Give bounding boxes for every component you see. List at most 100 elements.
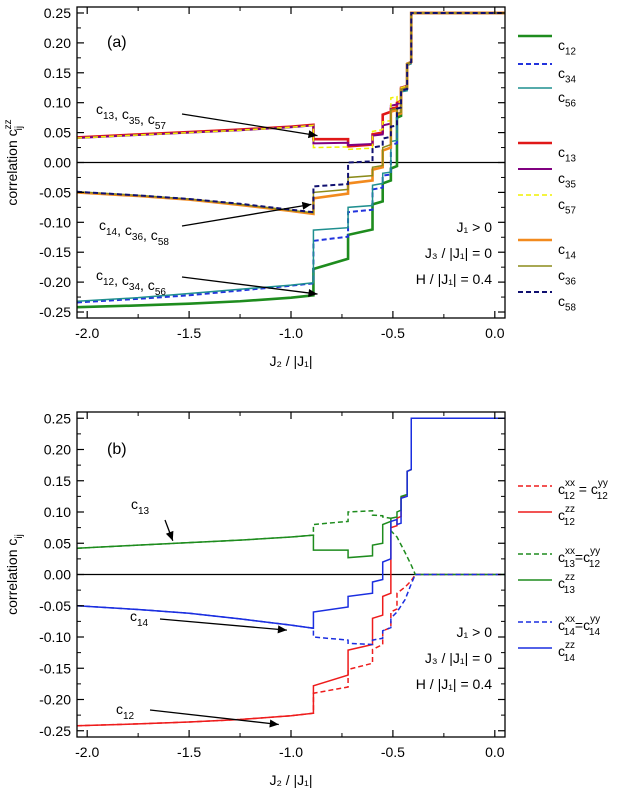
annotation-label: c12 xyxy=(116,701,135,722)
annotation-c: c xyxy=(96,101,103,117)
y-tick-label: -0.15 xyxy=(39,244,71,260)
legend-label: cxx 13=cyy 12 xyxy=(558,546,600,570)
legend-label-base: c xyxy=(558,37,565,53)
annotation-c: , c xyxy=(114,106,129,122)
panel-a: -0.25 -0.20 -0.15 -0.10 -0.05 0.00 0.05 0.10 0.1… xyxy=(3,5,576,369)
annotation-sub: 14 xyxy=(106,227,118,238)
legend-sub2: 12 xyxy=(597,491,609,502)
y-tick-label: 0.20 xyxy=(44,35,71,51)
y-tick-label: 0.05 xyxy=(44,125,71,141)
legend-label: cxx 12 = cyy 12 xyxy=(558,478,608,502)
annotation-arrowhead xyxy=(269,719,279,728)
y-tick-label: 0.15 xyxy=(44,473,71,489)
legend-sup2: yy xyxy=(590,546,600,557)
legend-label: c36 xyxy=(558,267,576,287)
param-text: J₃ / |J₁| = 0 xyxy=(425,245,492,261)
legend-sub: 12 xyxy=(564,491,576,502)
legend-label: c58 xyxy=(558,293,576,313)
annotation-arrowhead xyxy=(165,530,174,541)
annotation-c: , c xyxy=(140,277,155,293)
legend-label-base: c xyxy=(558,267,565,283)
param-text: H / |J₁| = 0.4 xyxy=(416,271,492,287)
legend-label: c12 xyxy=(558,37,576,57)
legend-c2: c xyxy=(583,549,590,565)
annotation-c: , c xyxy=(143,227,158,243)
x-tick-label: 0.0 xyxy=(485,744,505,760)
annotation-label: c12, c34, c56 xyxy=(96,267,166,298)
y-tick-label: -0.10 xyxy=(39,214,71,230)
y-axis-label-main: correlation c xyxy=(4,539,20,615)
legend-label-base: c xyxy=(558,65,565,81)
legend-c: c xyxy=(558,617,565,633)
y-axis-label-sub: ij xyxy=(14,534,25,538)
annotation-label: c13 xyxy=(131,496,150,517)
annotation-sub: 36 xyxy=(132,232,144,243)
annotation-label: c14 xyxy=(130,608,149,629)
annotation-c: , c xyxy=(117,222,132,238)
legend-eq: = xyxy=(575,617,583,633)
x-tick-label: 0.0 xyxy=(485,325,505,341)
y-tick-label: -0.15 xyxy=(39,660,71,676)
x-tick-label: -0.5 xyxy=(381,744,405,760)
annotation-sub: 12 xyxy=(123,711,135,722)
annotation-c: c xyxy=(99,217,106,233)
y-axis-label-main: correlation c xyxy=(4,129,20,205)
legend-sup2: yy xyxy=(590,614,600,625)
series-line-2 xyxy=(77,509,505,576)
y-tick-label: 0.00 xyxy=(44,155,71,171)
x-tick-label: -2.0 xyxy=(75,744,99,760)
annotation-sub: 35 xyxy=(129,116,141,127)
series-line-3 xyxy=(77,417,505,559)
annotation-c: c xyxy=(131,496,138,512)
legend-label: c34 xyxy=(558,65,576,85)
x-axis-label: J₂ / |J₁| xyxy=(269,353,312,369)
legend-label-base: c xyxy=(558,293,565,309)
legend-label: c56 xyxy=(558,89,576,109)
annotation-arrow xyxy=(181,276,318,295)
legend-c: c xyxy=(558,643,565,659)
series-group xyxy=(77,11,505,309)
annotation-label: c14, c36, c58 xyxy=(99,217,169,248)
legend-label-base: c xyxy=(558,144,565,160)
y-tick-label: 0.25 xyxy=(44,410,71,426)
panel-b: -0.25 -0.20 -0.15 -0.10 -0.05 0.00 0.05 0.10 0.1… xyxy=(4,410,608,788)
annotation-arrowhead xyxy=(307,130,318,139)
y-tick-label: 0.25 xyxy=(44,5,71,21)
legend-eq: = xyxy=(575,481,591,497)
legend-sub2: 12 xyxy=(589,559,601,570)
legend-label: cxx 14=cyy 14 xyxy=(558,614,600,638)
annotation-sub: 34 xyxy=(129,282,141,293)
annotation-sub: 58 xyxy=(158,237,170,248)
legend-c: c xyxy=(558,549,565,565)
legend-label-sub: 58 xyxy=(565,302,576,313)
legend-label-sub: 14 xyxy=(565,250,576,261)
legend-label-sub: 12 xyxy=(565,46,576,57)
x-tick-label: -1.0 xyxy=(279,744,303,760)
legend-sub: 14 xyxy=(564,653,576,664)
annotation-sub: 57 xyxy=(155,121,167,132)
y-tick-label: 0.00 xyxy=(44,567,71,583)
legend-label-sub: 57 xyxy=(565,205,576,216)
legend-sup: zz xyxy=(565,504,575,515)
legend-sup: xx xyxy=(565,478,575,489)
x-axis-label: J₂ / |J₁| xyxy=(269,772,312,788)
annotation-sub: 12 xyxy=(103,277,115,288)
annotation-sub: 13 xyxy=(138,506,150,517)
legend-label-base: c xyxy=(558,89,565,105)
annotation-c: c xyxy=(96,267,103,283)
legend-label-sub: 13 xyxy=(565,153,576,164)
annotation-c: c xyxy=(130,608,137,624)
legend-label: czz 13 xyxy=(558,572,575,596)
annotation-label: c13, c35, c57 xyxy=(96,101,166,132)
annotation-sub: 14 xyxy=(137,618,149,629)
legend-eq: = xyxy=(575,549,583,565)
series-line-5 xyxy=(77,417,505,630)
legend-label: c35 xyxy=(558,170,576,190)
annotation-arrow xyxy=(181,203,312,227)
legend-label: czz 12 xyxy=(558,504,575,528)
y-axis-label-sup: zz xyxy=(3,119,14,129)
legend-label-base: c xyxy=(558,196,565,212)
x-tick-label: -1.5 xyxy=(177,744,201,760)
param-text: J₁ > 0 xyxy=(457,219,493,235)
